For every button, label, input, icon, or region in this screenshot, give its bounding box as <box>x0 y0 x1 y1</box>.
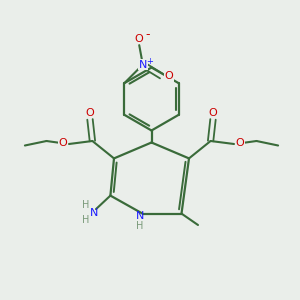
Text: O: O <box>58 137 68 148</box>
Text: H: H <box>82 214 89 225</box>
Text: H: H <box>82 200 89 211</box>
Text: O: O <box>85 107 94 118</box>
Text: O: O <box>135 34 144 44</box>
Text: N: N <box>136 211 144 221</box>
Text: H: H <box>136 220 144 231</box>
Text: N: N <box>90 208 99 218</box>
Text: O: O <box>164 71 173 81</box>
Text: O: O <box>236 137 244 148</box>
Text: +: + <box>146 56 153 66</box>
Text: O: O <box>208 107 217 118</box>
Text: -: - <box>146 28 150 41</box>
Text: N: N <box>139 60 147 70</box>
